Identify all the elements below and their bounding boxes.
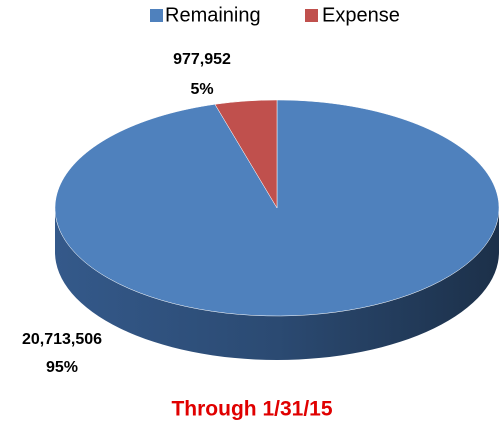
slice-side bbox=[55, 208, 499, 360]
slice bbox=[214, 99, 278, 209]
percent-label: 5% bbox=[190, 81, 213, 98]
data-label: 977,952 bbox=[173, 51, 231, 68]
legend-swatch bbox=[150, 9, 163, 22]
chart-title: Through 1/31/15 bbox=[171, 398, 332, 421]
legend-label: Remaining bbox=[165, 4, 261, 26]
legend-swatch bbox=[305, 9, 318, 22]
legend-label: Expense bbox=[322, 4, 400, 26]
slice bbox=[54, 99, 500, 317]
data-label: 20,713,506 bbox=[22, 331, 102, 348]
percent-label: 95% bbox=[46, 359, 78, 376]
